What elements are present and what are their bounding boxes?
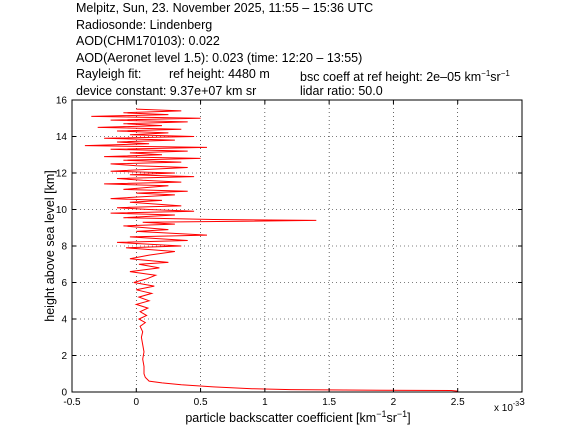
header-line-radiosonde: Radiosonde: Lindenberg xyxy=(76,17,213,32)
header-line-aod-chm: AOD(CHM170103): 0.022 xyxy=(76,34,220,48)
y-tick-label: 14 xyxy=(56,132,68,143)
header-line-aod-aeronet: AOD(Aeronet level 1.5): 0.023 (time: 12:… xyxy=(76,50,363,65)
bsc-coeff-text: bsc coeff at ref height: 2e–05 km−1sr−1 xyxy=(300,66,510,86)
bsc-unit-sr: sr xyxy=(490,70,501,85)
x-tick-label: 3 xyxy=(519,397,525,408)
bsc-coeff-value: bsc coeff at ref height: 2e–05 km xyxy=(300,70,482,85)
bsc-unit-exp1: −1 xyxy=(481,69,491,78)
header-line-location-date: Melpitz, Sun, 23. November 2025, 11:55 –… xyxy=(76,1,374,15)
ref-height-text: ref height: 4480 m xyxy=(169,67,270,81)
x-tick-label: 1.5 xyxy=(322,397,336,408)
backscatter-profile-line xyxy=(84,108,458,392)
lidar-ratio-text: lidar ratio: 50.0 xyxy=(300,84,383,98)
y-axis-label: height above sea level [km] xyxy=(43,170,57,321)
y-tick-label: 4 xyxy=(61,315,67,326)
rayleigh-fit-label: Rayleigh fit: xyxy=(76,67,142,81)
x-axis-multiplier: x 10-3 xyxy=(494,401,519,414)
axis-ticks xyxy=(71,99,523,393)
y-tick-label: 8 xyxy=(61,242,67,253)
y-tick-label: 10 xyxy=(56,205,68,216)
bsc-unit-exp2: −1 xyxy=(500,69,510,78)
x-tick-label: 0 xyxy=(134,397,140,408)
header-line-rayleigh-fit: Rayleigh fit: ref height: 4480 m bsc coe… xyxy=(76,66,572,86)
x-tick-labels: -0.5 0 0.5 1 1.5 2 2.5 3 xyxy=(63,397,525,408)
plot-header: Melpitz, Sun, 23. November 2025, 11:55 –… xyxy=(76,0,572,100)
y-tick-label: 2 xyxy=(61,351,67,362)
y-tick-labels: 0 2 4 6 8 10 12 14 16 xyxy=(56,96,68,399)
x-tick-label: 0.5 xyxy=(194,397,208,408)
x-tick-label: 2 xyxy=(391,397,397,408)
x-tick-label: 2.5 xyxy=(451,397,465,408)
x-axis-label: particle backscatter coefficient [km−1sr… xyxy=(185,409,410,425)
header-line-device: device constant: 9.37e+07 km sr lidar ra… xyxy=(76,83,572,100)
device-constant-text: device constant: 9.37e+07 km sr xyxy=(76,84,257,98)
y-tick-label: 16 xyxy=(56,96,68,107)
x-tick-label: 1 xyxy=(262,397,268,408)
x-tick-label: -0.5 xyxy=(63,397,81,408)
y-tick-label: 6 xyxy=(61,278,67,289)
y-tick-label: 0 xyxy=(61,388,67,399)
y-tick-label: 12 xyxy=(56,169,68,180)
